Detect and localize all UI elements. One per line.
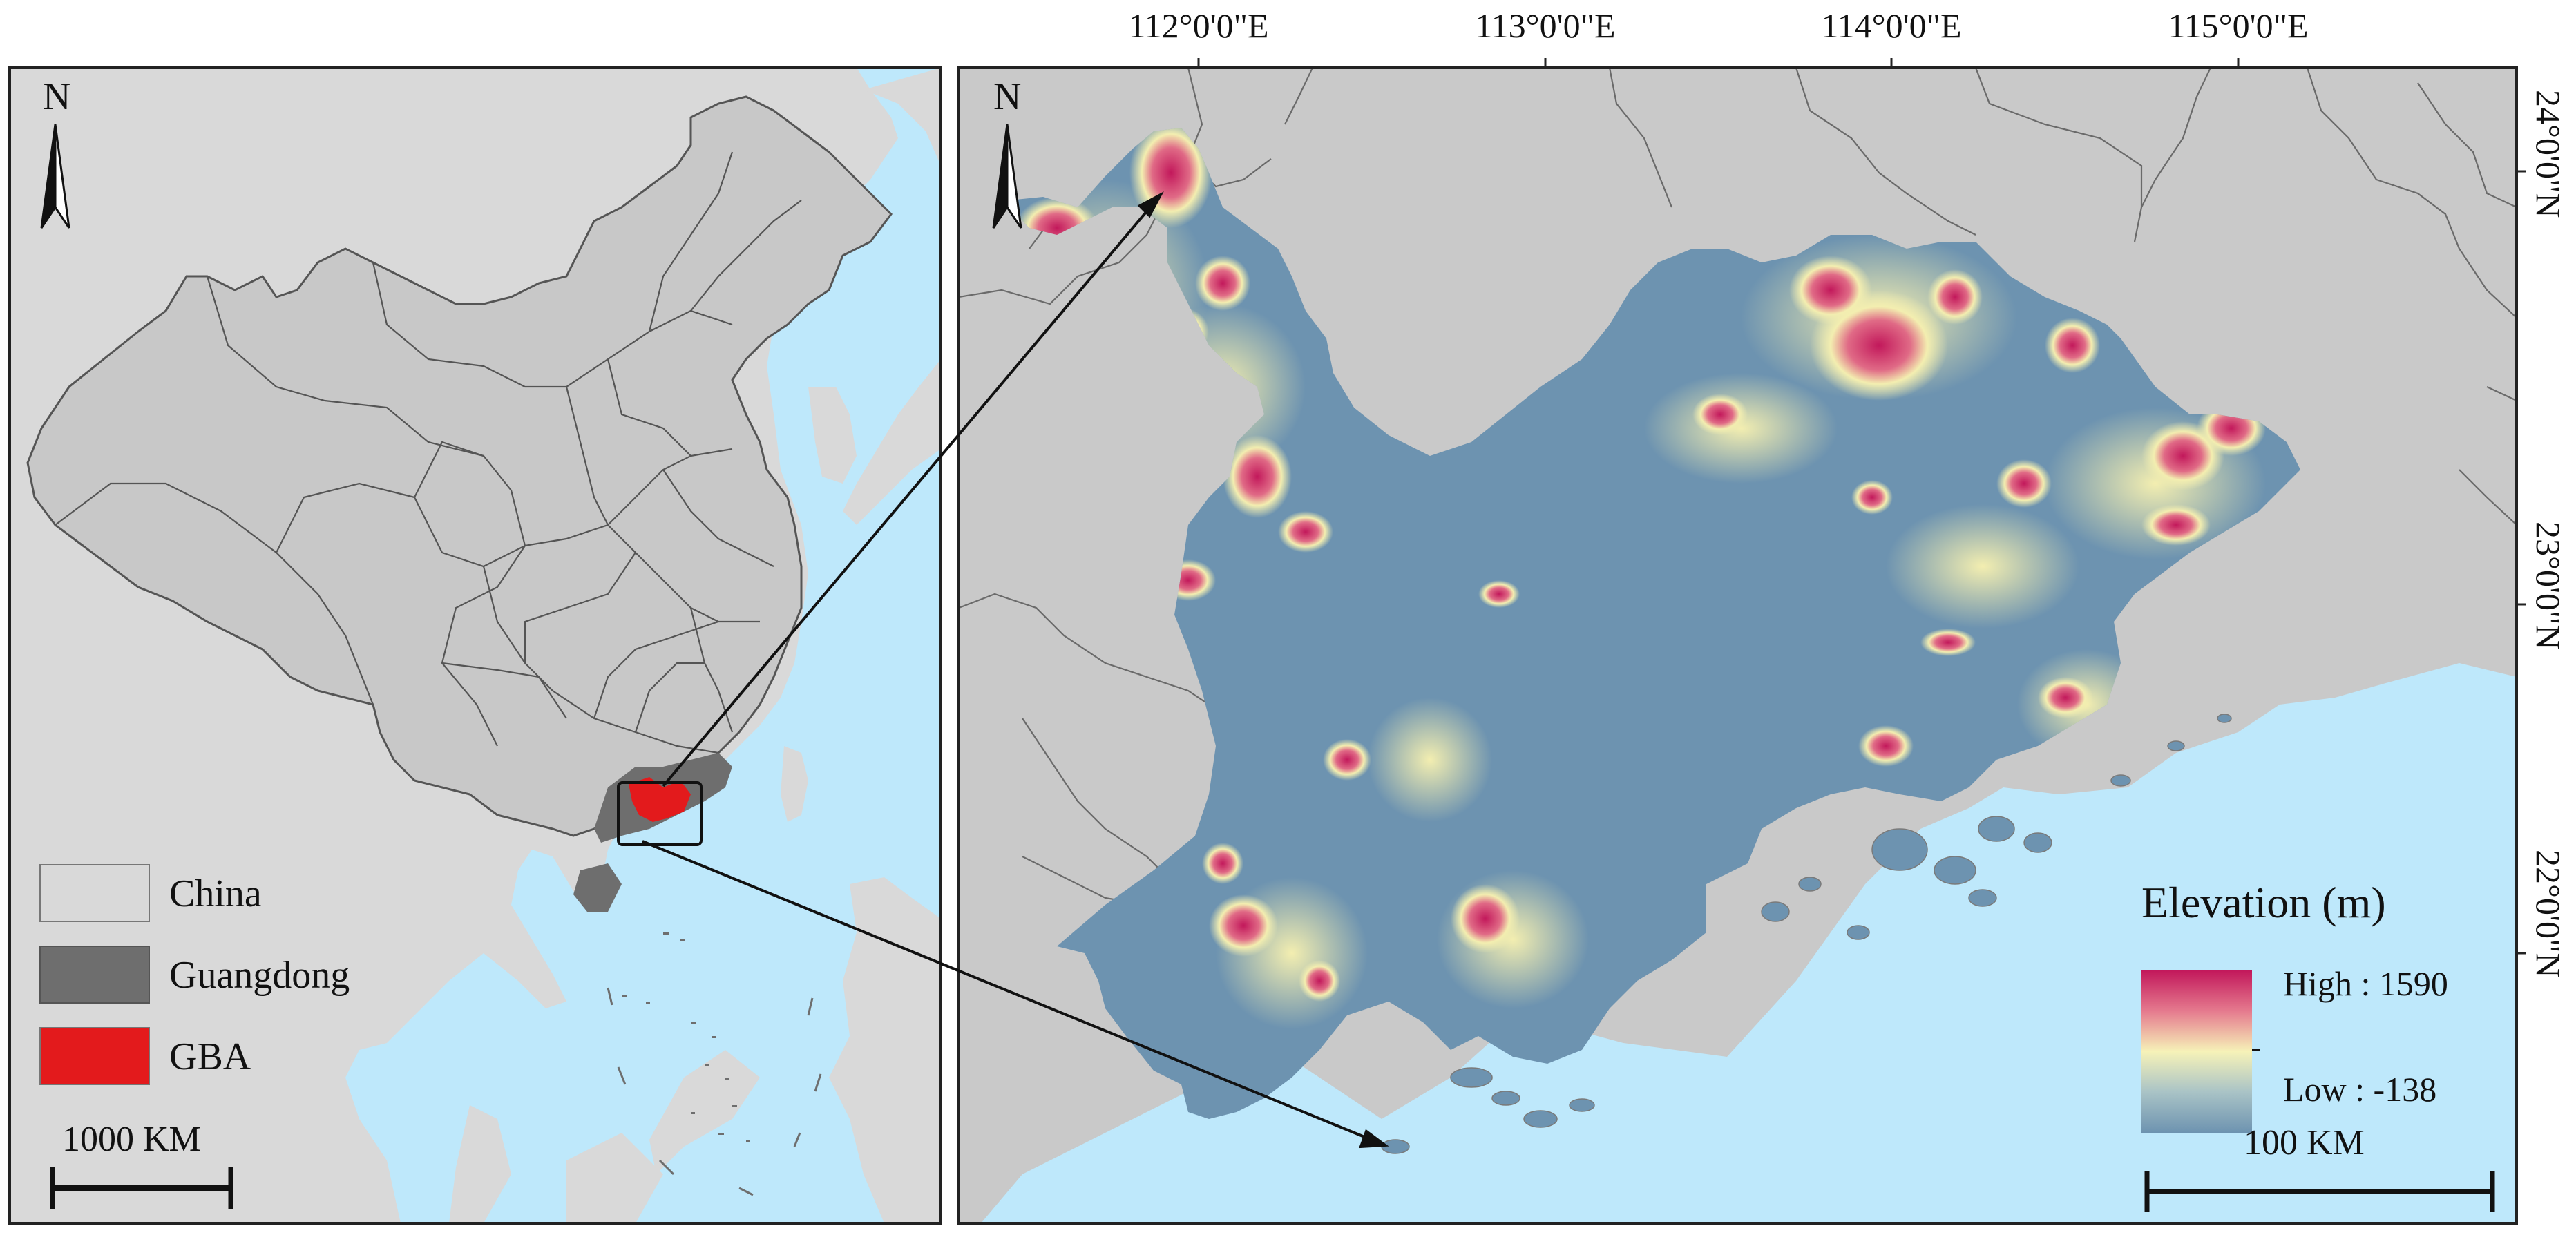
left-scale-label: 1000 KM [62, 1120, 201, 1159]
longitude-label-112: 112°0'0"E [1128, 6, 1269, 45]
left-map [10, 68, 941, 1223]
north-arrow-left [40, 124, 70, 229]
latitude-label-22: 22°0'0"N [2529, 850, 2568, 978]
elevation-high-label: High : 1590 [2283, 964, 2448, 1003]
elevation-low-label: Low : -138 [2283, 1070, 2437, 1109]
right-scale-bar [2144, 1171, 2495, 1212]
connector-arrows [642, 191, 1389, 1149]
latitude-label-23: 23°0'0"N [2529, 521, 2568, 650]
right-map-frame [957, 66, 2518, 1225]
left-legend-swatches [39, 864, 150, 1085]
right-scale-label: 100 KM [2244, 1123, 2365, 1162]
north-label-right: N [993, 75, 1022, 118]
left-scale-bar [50, 1167, 233, 1209]
north-arrow-right [992, 124, 1022, 229]
legend-label-guangdong: Guangdong [169, 954, 350, 997]
elevation-legend-title: Elevation (m) [2141, 878, 2386, 927]
gba-inset-box [617, 781, 703, 846]
elevation-colorbar [2141, 970, 2252, 1133]
longitude-ticks [1197, 58, 2526, 955]
longitude-label-113: 113°0'0"E [1475, 6, 1616, 45]
left-map-frame [8, 66, 942, 1225]
latitude-label-24: 24°0'0"N [2529, 90, 2568, 218]
longitude-label-114: 114°0'0"E [1821, 6, 1962, 45]
legend-label-gba: GBA [169, 1035, 251, 1078]
longitude-label-115: 115°0'0"E [2168, 6, 2309, 45]
legend-label-china: China [169, 872, 262, 915]
north-label-left: N [43, 75, 71, 118]
right-map [959, 68, 2517, 1223]
